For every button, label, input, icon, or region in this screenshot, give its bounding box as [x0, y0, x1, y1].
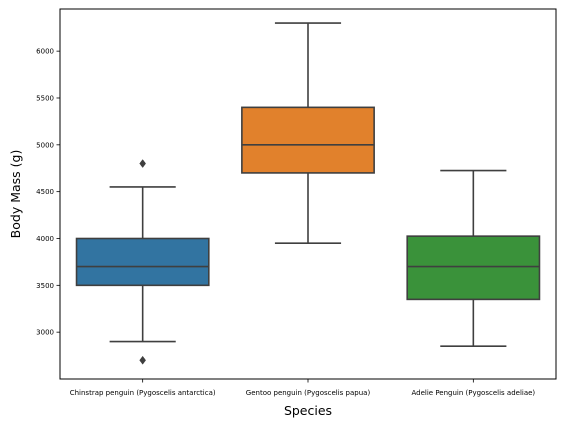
outlier-point — [139, 355, 146, 365]
y-axis: 3000 3500 4000 4500 5000 5500 6000 — [36, 48, 60, 337]
y-tick-label: 6000 — [36, 48, 54, 56]
box-group-2 — [241, 22, 375, 244]
x-tick-label: Gentoo penguin (Pygoscelis papua) — [246, 389, 371, 397]
x-axis-label: Species — [284, 403, 332, 418]
y-tick-label: 3000 — [36, 329, 54, 337]
box-group-1 — [75, 159, 210, 365]
y-tick-label: 5000 — [36, 141, 54, 149]
x-axis: Chinstrap penguin (Pygoscelis antarctica… — [70, 379, 535, 397]
y-tick-label: 4500 — [36, 188, 54, 196]
box-group-3 — [406, 169, 541, 348]
y-tick-label: 4000 — [36, 235, 54, 243]
box-iqr — [241, 106, 375, 174]
boxes-layer — [75, 22, 541, 365]
outlier-point — [139, 159, 146, 168]
y-axis-label: Body Mass (g) — [8, 150, 23, 239]
y-tick-label: 3500 — [36, 282, 54, 290]
box-iqr — [75, 237, 210, 287]
y-tick-label: 5500 — [36, 94, 54, 102]
x-tick-label: Adelie Penguin (Pygoscelis adeliae) — [411, 389, 535, 397]
x-tick-label: Chinstrap penguin (Pygoscelis antarctica… — [70, 389, 216, 397]
box-iqr — [406, 235, 541, 301]
